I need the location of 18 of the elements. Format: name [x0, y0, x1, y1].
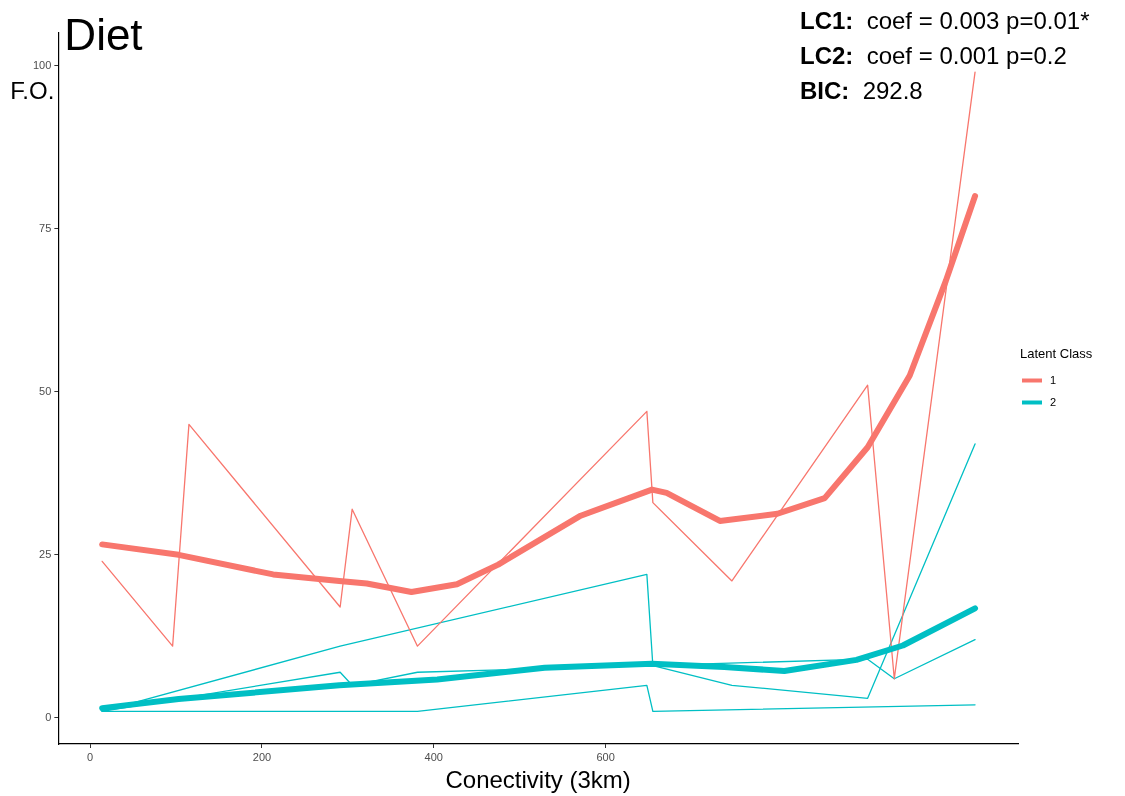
x-tick-label: 200 [252, 750, 272, 763]
y-tick-label: 75 [39, 221, 52, 234]
annotation: LC1: coef = 0.003 p=0.01* [800, 6, 1090, 34]
chart-title: Diet [64, 10, 143, 60]
y-tick-label: 0 [45, 710, 52, 723]
annotation: LC2: coef = 0.001 p=0.2 [800, 41, 1067, 69]
x-axis-title: Conectivity (3km) [445, 766, 631, 794]
legend-label: 1 [1050, 373, 1057, 386]
y-axis-title: F.O. [10, 76, 55, 104]
y-tick-label: 50 [39, 384, 52, 397]
legend-label: 2 [1050, 395, 1057, 408]
legend-title: Latent Class [1020, 346, 1093, 362]
x-tick-label: 600 [596, 750, 615, 763]
y-tick-label: 25 [39, 547, 52, 560]
y-tick-label: 100 [32, 58, 52, 71]
x-tick-label: 0 [87, 750, 94, 763]
annotation: BIC: 292.8 [800, 76, 923, 104]
x-tick-label: 400 [424, 750, 443, 763]
